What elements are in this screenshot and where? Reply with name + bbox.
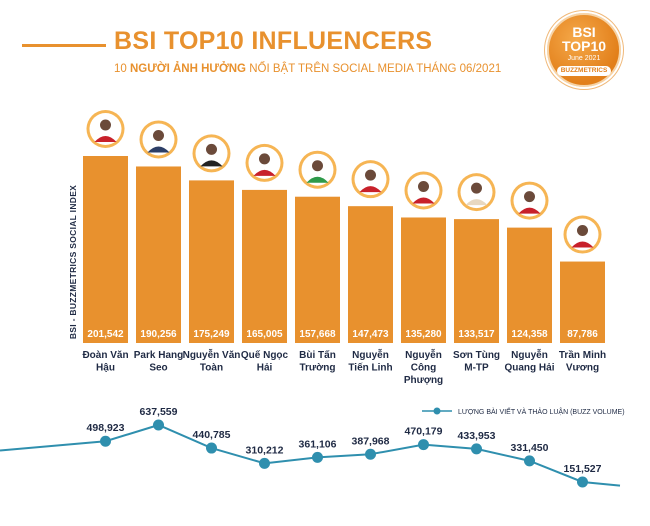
bar-value-label: 135,280 [405, 329, 442, 340]
category-label: Hậu [96, 363, 115, 374]
bar-value-label: 157,668 [299, 329, 336, 340]
y-axis-label: BSI - BUZZMETRICS SOCIAL INDEX [68, 185, 78, 339]
category-label: Đoàn Văn [82, 350, 128, 361]
avatar-body [147, 146, 170, 153]
bar-value-label: 201,542 [87, 329, 124, 340]
category-label: Toàn [200, 363, 223, 374]
avatar-body [253, 169, 276, 176]
line-value-label: 637,559 [140, 406, 178, 418]
category-label: Trường [299, 363, 335, 374]
line-value-label: 498,923 [87, 422, 125, 434]
legend-label: LƯỢNG BÀI VIẾT VÀ THẢO LUẬN (BUZZ VOLUME… [458, 406, 625, 416]
bar-value-label: 165,005 [246, 329, 283, 340]
line-point [259, 457, 270, 469]
category-label: Nguyễn [405, 348, 442, 361]
avatar-body [94, 136, 117, 142]
badge-line2: TOP10 [561, 38, 607, 54]
bar-value-label: 190,256 [140, 329, 177, 340]
category-label: M-TP [464, 363, 489, 374]
line-value-label: 470,179 [405, 426, 443, 438]
category-label: Quế Ngọc [241, 349, 289, 361]
avatar-body [200, 160, 223, 167]
bar-value-label: 133,517 [458, 329, 495, 340]
avatar-head [312, 160, 323, 172]
subtitle-rest: NỔI BẬT TRÊN SOCIAL MEDIA THÁNG 06/2021 [246, 63, 502, 75]
bar [83, 156, 128, 343]
line-series [0, 423, 621, 487]
badge-date: June 2021 [567, 55, 601, 62]
category-label: Quang Hải [504, 363, 554, 374]
category-label: Nguyễn [352, 348, 389, 361]
avatar-body [465, 199, 488, 206]
line-point [312, 451, 323, 463]
badge-brand: BUZZMETRICS [557, 66, 611, 76]
category-label: Nguyễn Văn [183, 348, 241, 361]
avatar-head [577, 225, 588, 237]
line-point [206, 442, 217, 454]
line-value-label: 151,527 [564, 463, 602, 475]
category-label: Trần Minh [559, 349, 606, 361]
line-value-label: 331,450 [511, 442, 549, 454]
avatar-head [259, 153, 270, 165]
bar-value-label: 87,786 [567, 329, 598, 340]
line-point [471, 443, 482, 455]
bar-value-label: 175,249 [193, 329, 230, 340]
subtitle-bold: NGƯỜI ẢNH HƯỞNG [130, 63, 247, 75]
chart-subtitle: 10 NGƯỜI ẢNH HƯỞNG NỔI BẬT TRÊN SOCIAL M… [114, 63, 501, 75]
line-value-label: 310,212 [246, 444, 284, 456]
line-point [418, 439, 429, 451]
bar-value-label: 124,358 [511, 329, 548, 340]
line-point [153, 419, 164, 431]
title-rule [22, 44, 106, 47]
category-label: Nguyễn [511, 348, 548, 361]
avatar-body [306, 176, 329, 183]
avatar-head [524, 191, 535, 203]
bar [507, 227, 552, 343]
avatar-head [153, 129, 164, 141]
bsi-top10-badge: BSI TOP10 June 2021 BUZZMETRICS [547, 13, 621, 87]
line-point [365, 448, 376, 460]
avatar-body [518, 207, 541, 214]
bar [295, 196, 340, 343]
bar [348, 206, 393, 343]
bar [560, 261, 605, 343]
chart-title: BSI TOP10 INFLUENCERS [114, 27, 433, 55]
line-value-label: 433,953 [458, 430, 496, 442]
bar [189, 180, 234, 343]
avatar-head [206, 143, 217, 155]
badge-line1: BSI [572, 24, 596, 40]
avatar-body [571, 241, 594, 248]
avatar-body [359, 186, 382, 193]
category-label: Hải [257, 363, 273, 374]
line-point [100, 435, 111, 447]
subtitle-prefix: 10 [114, 63, 130, 75]
bar [242, 189, 287, 343]
avatar-head [100, 119, 111, 131]
avatar-head [471, 182, 482, 194]
avatar-head [365, 169, 376, 181]
legend-marker [433, 407, 441, 415]
line-point [524, 455, 535, 467]
line-value-label: 440,785 [193, 429, 231, 441]
category-label: Seo [149, 363, 167, 374]
category-label: Bùi Tấn [299, 349, 336, 361]
category-label: Sơn Tùng [453, 350, 500, 361]
bar [136, 166, 181, 343]
category-label: Tiến Linh [348, 362, 392, 374]
category-label: Vương [566, 363, 599, 374]
bar [454, 219, 499, 343]
avatar-body [412, 197, 435, 204]
line-value-label: 387,968 [352, 435, 390, 447]
category-label: Công [411, 363, 437, 374]
bar [401, 217, 446, 343]
bar-value-label: 147,473 [352, 329, 389, 340]
category-label: Park Hang [134, 350, 183, 361]
category-label: Phượng [404, 375, 443, 386]
line-value-label: 361,106 [299, 438, 337, 450]
line-point [577, 476, 588, 488]
avatar-head [418, 180, 429, 192]
